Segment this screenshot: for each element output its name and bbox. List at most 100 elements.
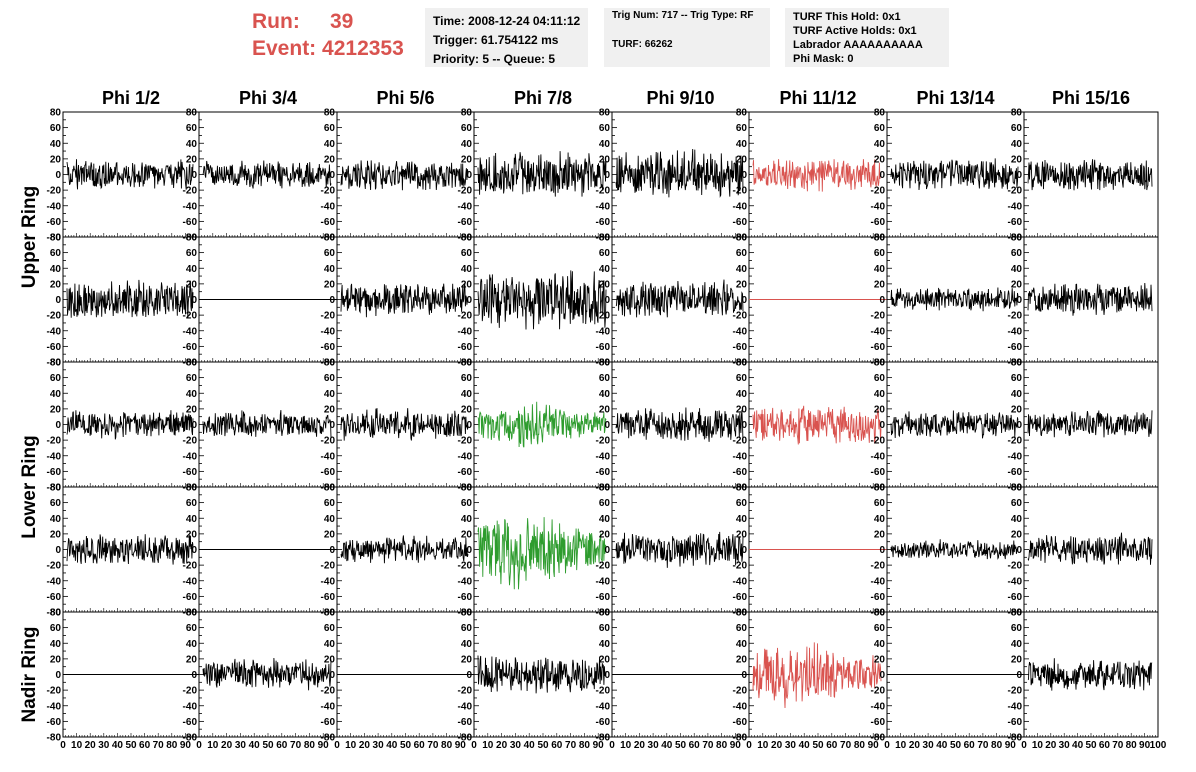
x-tick-label: 50 xyxy=(950,740,962,751)
y-tick-label: 80 xyxy=(50,233,62,244)
waveform-trace xyxy=(202,160,332,189)
y-tick-label: 80 xyxy=(1011,608,1023,619)
x-tick-label: 90 xyxy=(868,740,880,751)
y-tick-label: -40 xyxy=(458,576,473,587)
waveform-trace xyxy=(752,159,882,192)
y-tick-label: 60 xyxy=(874,498,886,509)
y-tick-label: 80 xyxy=(50,608,62,619)
column-title-2: Phi 3/4 xyxy=(239,88,297,108)
y-tick-label: 20 xyxy=(1011,154,1023,165)
y-tick-label: -60 xyxy=(458,467,473,478)
x-tick-label: 40 xyxy=(799,740,811,751)
y-tick-label: -40 xyxy=(1008,201,1023,212)
y-tick-label: 40 xyxy=(1011,514,1023,525)
y-tick-label: -40 xyxy=(596,326,611,337)
y-tick-label: 40 xyxy=(1011,389,1023,400)
y-tick-label: 20 xyxy=(50,404,62,415)
y-tick-label: -20 xyxy=(596,186,611,197)
y-tick-label: -80 xyxy=(871,233,886,244)
y-tick-label: -20 xyxy=(458,186,473,197)
y-tick-label: -20 xyxy=(321,561,336,572)
x-tick-label: 40 xyxy=(1072,740,1084,751)
y-tick-label: 20 xyxy=(324,404,336,415)
y-tick-label: 20 xyxy=(324,654,336,665)
y-tick-label: 40 xyxy=(186,389,198,400)
y-tick-label: 60 xyxy=(874,373,886,384)
y-tick-label: -40 xyxy=(458,326,473,337)
y-tick-label: -80 xyxy=(458,733,473,744)
y-tick-label: 40 xyxy=(186,139,198,150)
y-tick-label: 0 xyxy=(879,170,885,181)
x-tick-label: 0 xyxy=(884,740,890,751)
waveform-trace xyxy=(66,410,194,440)
x-tick-label: 80 xyxy=(166,740,178,751)
trigger-info-panel: Trig Num: 717 -- Trig Type: RF TURF: 662… xyxy=(604,8,770,67)
time-line: Time: 2008-12-24 04:11:12 xyxy=(433,14,581,28)
y-tick-label: 0 xyxy=(329,545,335,556)
y-tick-label: -60 xyxy=(871,467,886,478)
y-tick-label: 0 xyxy=(604,420,610,431)
y-tick-label: -40 xyxy=(183,576,198,587)
x-tick-label: 70 xyxy=(290,740,302,751)
x-tick-label: 30 xyxy=(98,740,110,751)
y-tick-label: 40 xyxy=(50,389,62,400)
y-tick-label: -20 xyxy=(458,436,473,447)
x-tick-label: 40 xyxy=(936,740,948,751)
y-tick-label: 0 xyxy=(466,420,472,431)
y-tick-label: 0 xyxy=(329,420,335,431)
y-tick-label: -60 xyxy=(458,592,473,603)
y-tick-label: 60 xyxy=(1011,498,1023,509)
x-tick-label: 40 xyxy=(524,740,536,751)
y-tick-label: -80 xyxy=(871,358,886,369)
x-tick-label: 80 xyxy=(304,740,316,751)
y-tick-label: -60 xyxy=(1008,217,1023,228)
waveform-trace xyxy=(890,539,1019,560)
y-tick-label: 20 xyxy=(874,154,886,165)
y-tick-label: -80 xyxy=(321,483,336,494)
y-tick-label: 60 xyxy=(324,623,336,634)
y-tick-label: -80 xyxy=(596,608,611,619)
y-tick-label: 0 xyxy=(879,295,885,306)
y-tick-label: 60 xyxy=(599,373,611,384)
x-tick-label: 20 xyxy=(909,740,921,751)
y-tick-label: -80 xyxy=(321,358,336,369)
x-tick-label: 20 xyxy=(1045,740,1057,751)
y-tick-label: 0 xyxy=(466,670,472,681)
y-tick-label: 40 xyxy=(461,139,473,150)
y-tick-label: -80 xyxy=(1008,608,1023,619)
waveform-trace xyxy=(1027,410,1153,438)
y-tick-label: -20 xyxy=(321,436,336,447)
y-tick-label: -20 xyxy=(47,311,62,322)
y-tick-label: -60 xyxy=(596,217,611,228)
x-tick-label: 70 xyxy=(840,740,852,751)
y-tick-label: 80 xyxy=(324,358,336,369)
x-tick-label: 80 xyxy=(716,740,728,751)
y-tick-label: 80 xyxy=(50,358,62,369)
y-tick-label: 40 xyxy=(461,389,473,400)
y-tick-label: -20 xyxy=(183,686,198,697)
y-tick-label: 20 xyxy=(186,404,198,415)
run-value: 39 xyxy=(330,10,354,33)
waveform-trace xyxy=(890,410,1019,439)
y-tick-label: 80 xyxy=(186,233,198,244)
x-tick-label: 70 xyxy=(702,740,714,751)
x-tick-label: 50 xyxy=(262,740,274,751)
y-tick-label: 0 xyxy=(191,170,197,181)
y-tick-label: -20 xyxy=(458,686,473,697)
y-tick-label: 20 xyxy=(736,654,748,665)
column-title-6: Phi 11/12 xyxy=(779,88,856,108)
x-tick-label: 10 xyxy=(620,740,632,751)
y-tick-label: -20 xyxy=(1008,186,1023,197)
y-tick-label: -80 xyxy=(183,733,198,744)
x-tick-label: 10 xyxy=(1032,740,1044,751)
y-tick-label: 60 xyxy=(874,123,886,134)
y-tick-label: -20 xyxy=(871,561,886,572)
x-tick-label: 30 xyxy=(923,740,935,751)
y-tick-label: -40 xyxy=(871,201,886,212)
y-tick-label: -80 xyxy=(183,483,198,494)
y-tick-label: 60 xyxy=(736,248,748,259)
turf-active-line: TURF Active Holds: 0x1 xyxy=(793,25,917,37)
waveform-trace xyxy=(615,531,744,568)
y-tick-label: -80 xyxy=(458,358,473,369)
y-tick-label: 0 xyxy=(329,170,335,181)
